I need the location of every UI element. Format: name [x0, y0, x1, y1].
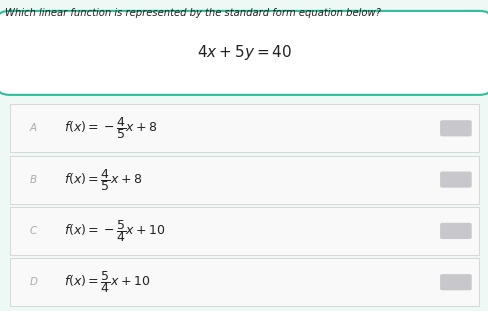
FancyBboxPatch shape — [10, 258, 478, 306]
FancyBboxPatch shape — [439, 274, 471, 290]
Text: B: B — [29, 174, 37, 185]
FancyBboxPatch shape — [10, 207, 478, 255]
Text: D: D — [29, 277, 37, 287]
FancyBboxPatch shape — [439, 172, 471, 188]
FancyBboxPatch shape — [439, 223, 471, 239]
Text: $4x +5y= 40$: $4x +5y= 40$ — [197, 43, 291, 63]
FancyBboxPatch shape — [439, 120, 471, 136]
FancyBboxPatch shape — [10, 156, 478, 204]
Text: $f(x)= -\dfrac{5}{4}x+10$: $f(x)= -\dfrac{5}{4}x+10$ — [63, 218, 165, 244]
FancyBboxPatch shape — [10, 104, 478, 152]
FancyBboxPatch shape — [0, 11, 488, 95]
Text: $f(x)=\dfrac{5}{4}x+10$: $f(x)=\dfrac{5}{4}x+10$ — [63, 269, 149, 295]
Text: C: C — [29, 226, 37, 236]
Text: $f(x)= -\dfrac{4}{5}x+8$: $f(x)= -\dfrac{4}{5}x+8$ — [63, 115, 157, 141]
Text: Which linear function is represented by the standard form equation below?: Which linear function is represented by … — [5, 8, 380, 18]
Text: $f(x)=\dfrac{4}{5}x+8$: $f(x)=\dfrac{4}{5}x+8$ — [63, 167, 142, 193]
Text: A: A — [29, 123, 37, 133]
